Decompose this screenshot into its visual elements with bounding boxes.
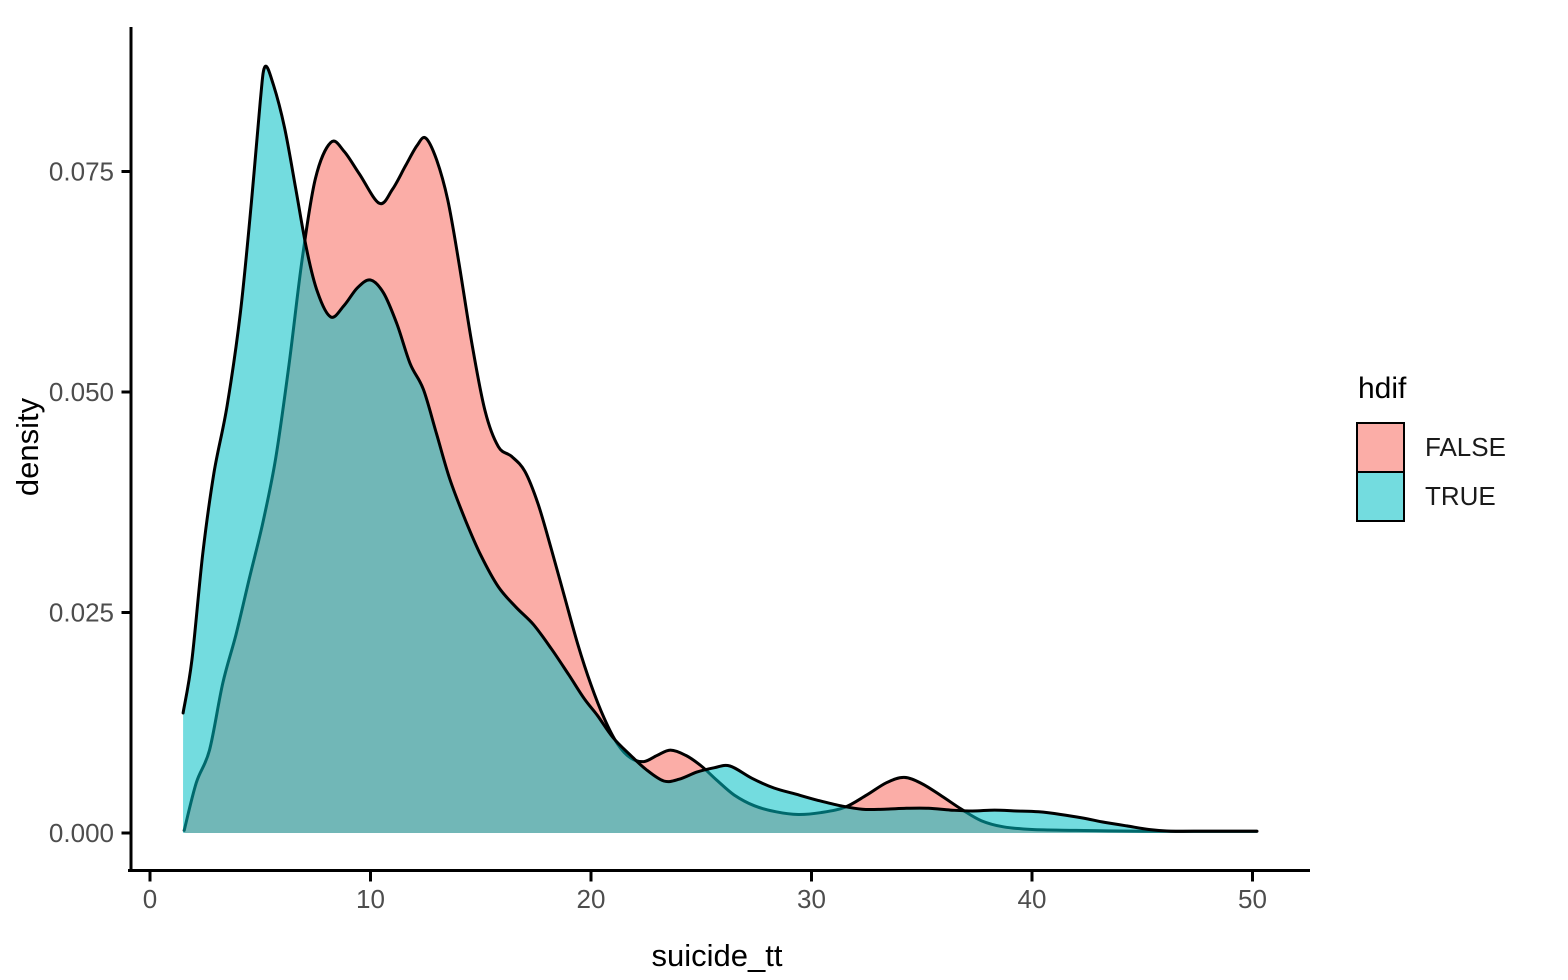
x-tick-label: 50: [1238, 884, 1267, 914]
x-tick-label: 40: [1018, 884, 1047, 914]
y-axis-title: density: [10, 397, 45, 497]
legend-entry-true: TRUE: [1356, 471, 1506, 522]
y-tick-label: 0.025: [49, 598, 114, 628]
y-tick-label: 0.000: [49, 818, 114, 848]
legend: hdif FALSE TRUE: [1356, 372, 1506, 522]
legend-entry-false: FALSE: [1356, 422, 1506, 473]
legend-title: hdif: [1358, 372, 1407, 405]
legend-label-true: TRUE: [1425, 481, 1496, 511]
legend-label-false: FALSE: [1425, 432, 1506, 462]
y-tick-label: 0.050: [49, 377, 114, 407]
x-tick-label: 20: [577, 884, 606, 914]
legend-key-false-swatch: [1356, 422, 1405, 473]
x-tick-label: 30: [797, 884, 826, 914]
y-tick-label: 0.075: [49, 157, 114, 187]
x-tick-label: 10: [356, 884, 385, 914]
density-curve-true: [181, 64, 1259, 833]
density-area-true: [183, 66, 1257, 833]
legend-key-true-swatch: [1356, 471, 1405, 522]
x-axis-title: suicide_tt: [651, 938, 783, 973]
x-tick-label: 0: [143, 884, 157, 914]
